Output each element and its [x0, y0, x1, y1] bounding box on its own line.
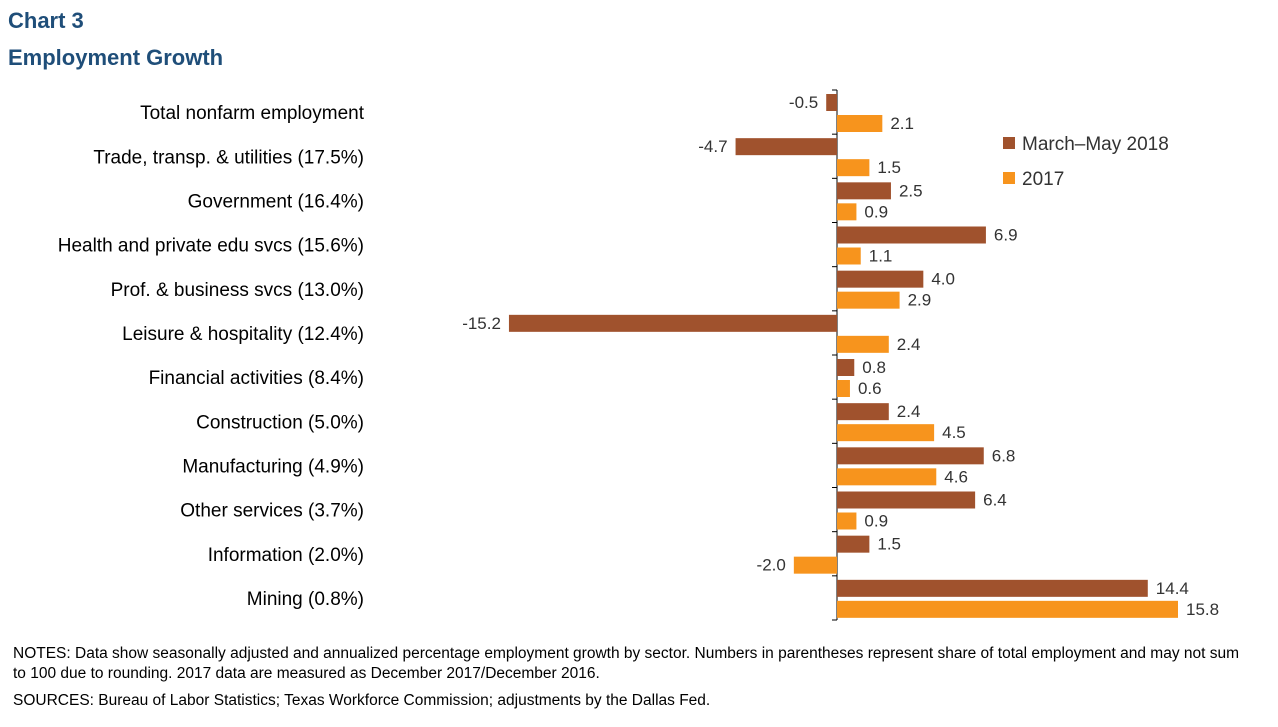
- sources-text: SOURCES: Bureau of Labor Statistics; Tex…: [13, 692, 711, 709]
- data-label: 6.9: [994, 226, 1018, 245]
- bar-march-may-2018: [735, 138, 837, 156]
- bar-2017: [837, 424, 935, 442]
- category-label: Information (2.0%): [208, 545, 364, 566]
- bar-2017: [837, 203, 857, 221]
- data-label: -0.5: [789, 93, 818, 112]
- legend-label: March–May 2018: [1022, 134, 1169, 155]
- bar-2017: [837, 247, 861, 265]
- data-label: -2.0: [757, 556, 786, 575]
- chart-number: Chart 3: [8, 8, 84, 33]
- bar-march-may-2018: [508, 314, 837, 332]
- category-label: Total nonfarm employment: [140, 103, 365, 124]
- category-label: Construction (5.0%): [196, 412, 364, 433]
- bar-march-may-2018: [837, 270, 924, 288]
- data-label: -4.7: [698, 137, 727, 156]
- bar-2017: [837, 512, 857, 530]
- legend-swatch: [1003, 172, 1015, 184]
- bar-chart: Total nonfarm employment -0.5 2.1 Trade, tr…: [58, 89, 1219, 621]
- category-label: Health and private edu svcs (15.6%): [58, 236, 364, 257]
- bar-march-may-2018: [837, 359, 855, 376]
- data-label: 6.8: [992, 446, 1016, 465]
- bar-2017: [837, 159, 870, 177]
- category-label: Leisure & hospitality (12.4%): [122, 324, 364, 345]
- bar-march-may-2018: [837, 491, 976, 509]
- bar-2017: [837, 115, 883, 132]
- data-label: 2.5: [899, 181, 923, 200]
- notes-text: NOTES: Data show seasonally adjusted and…: [13, 645, 1240, 682]
- data-label: 0.9: [864, 202, 888, 221]
- category-label: Other services (3.7%): [180, 501, 364, 522]
- bar-2017: [793, 556, 837, 574]
- bar-march-may-2018: [837, 226, 986, 244]
- bar-march-may-2018: [826, 94, 837, 111]
- bar-march-may-2018: [837, 403, 889, 421]
- bar-2017: [837, 335, 889, 353]
- data-label: 4.0: [931, 270, 955, 289]
- data-label: 0.6: [858, 379, 882, 398]
- data-label: 2.4: [897, 335, 921, 354]
- data-label: -15.2: [462, 314, 501, 333]
- legend-swatch: [1003, 137, 1015, 149]
- bar-march-may-2018: [837, 535, 870, 553]
- category-label: Prof. & business svcs (13.0%): [111, 280, 364, 301]
- data-label: 0.9: [864, 512, 888, 531]
- data-label: 15.8: [1186, 600, 1219, 619]
- bar-2017: [837, 380, 850, 397]
- category-label: Manufacturing (4.9%): [182, 456, 364, 477]
- category-label: Financial activities (8.4%): [149, 368, 364, 389]
- chart-title: Employment Growth: [8, 45, 224, 70]
- bar-march-may-2018: [837, 182, 891, 200]
- data-label: 14.4: [1156, 579, 1189, 598]
- bar-2017: [837, 600, 1178, 618]
- data-label: 2.1: [890, 114, 914, 133]
- bar-march-may-2018: [837, 579, 1148, 597]
- category-label: Government (16.4%): [188, 191, 364, 212]
- data-label: 1.5: [877, 158, 901, 177]
- legend-label: 2017: [1022, 169, 1064, 190]
- category-label: Trade, transp. & utilities (17.5%): [93, 147, 364, 168]
- data-label: 6.4: [983, 491, 1007, 510]
- category-label: Mining (0.8%): [247, 589, 364, 610]
- data-label: 0.8: [862, 358, 886, 377]
- data-label: 1.5: [877, 535, 901, 554]
- data-label: 1.1: [869, 247, 893, 266]
- data-label: 4.5: [942, 423, 966, 442]
- bar-2017: [837, 468, 937, 486]
- data-label: 2.9: [908, 291, 932, 310]
- bar-march-may-2018: [837, 447, 984, 465]
- data-label: 2.4: [897, 402, 921, 421]
- data-label: 4.6: [944, 467, 968, 486]
- bar-2017: [837, 291, 900, 309]
